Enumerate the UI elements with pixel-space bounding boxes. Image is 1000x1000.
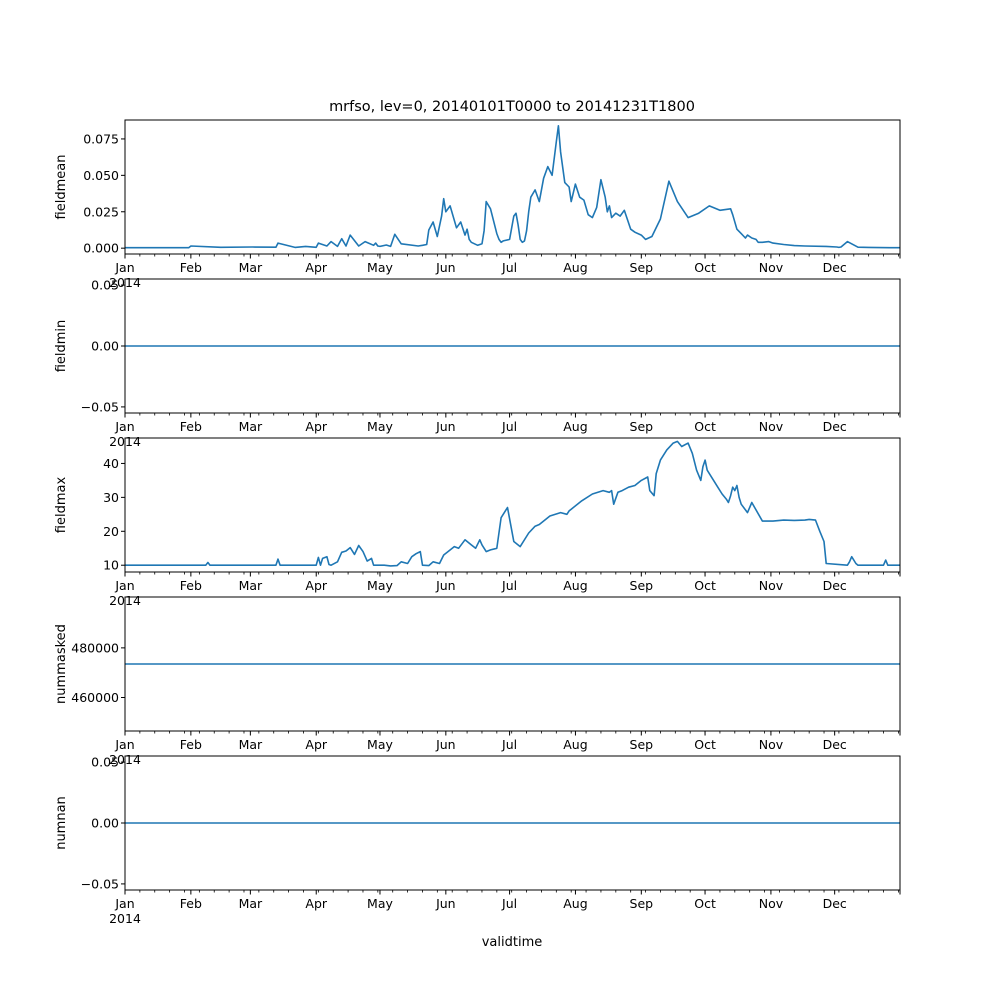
x-tick-label: Sep — [630, 737, 654, 752]
x-tick-label: May — [367, 737, 393, 752]
x-tick-label: Mar — [239, 419, 263, 434]
x-tick-label: Sep — [630, 578, 654, 593]
series-line-fieldmax — [125, 440, 900, 567]
y-tick-label: 0.00 — [91, 816, 119, 831]
x-tick-label: Oct — [694, 260, 716, 275]
y-axis-label: fieldmean — [54, 155, 69, 220]
x-axis-label: validtime — [482, 935, 543, 950]
y-tick-label: 0.075 — [83, 131, 119, 146]
x-tick-label: Sep — [630, 260, 654, 275]
x-tick-label: Aug — [563, 260, 587, 275]
x-tick-label: Nov — [759, 260, 784, 275]
y-axis-label: numnan — [54, 796, 69, 850]
x-tick-label: Apr — [305, 737, 327, 752]
x-tick-label: Jan — [114, 737, 134, 752]
x-tick-label: Jun — [435, 260, 456, 275]
series-line-fieldmean — [125, 125, 901, 249]
x-tick-label: May — [367, 896, 393, 911]
y-tick-label: 0.050 — [83, 168, 119, 183]
x-tick-label: Jan — [114, 578, 134, 593]
y-axis-label: fieldmax — [54, 477, 69, 534]
x-tick-label: Aug — [563, 578, 587, 593]
x-tick-label: Mar — [239, 896, 263, 911]
x-tick-label: Dec — [823, 737, 847, 752]
x-tick-label: Sep — [630, 896, 654, 911]
x-tick-label: Jun — [435, 896, 456, 911]
y-tick-label: 0.025 — [83, 204, 119, 219]
panels: 0.000 0.025 0.050 0.075 fieldmean Jan Feb Mar Ap… — [54, 119, 901, 926]
chart-title: mrfso, lev=0, 20140101T0000 to 20141231T… — [329, 99, 695, 115]
x-tick-label: Mar — [239, 737, 263, 752]
x-tick-label: Sep — [630, 419, 654, 434]
y-tick-label: 0.05 — [91, 755, 119, 770]
x-year-label: 2014 — [109, 911, 141, 926]
x-tick-label: Oct — [694, 737, 716, 752]
x-tick-label: Feb — [180, 419, 202, 434]
y-tick-label: 40 — [103, 456, 119, 471]
x-tick-label: Apr — [305, 419, 327, 434]
y-tick-label: 20 — [103, 524, 119, 539]
x-tick-label: May — [367, 260, 393, 275]
x-tick-label: Jan — [114, 419, 134, 434]
y-axis-label: fieldmin — [54, 320, 69, 373]
x-tick-label: Aug — [563, 737, 587, 752]
x-tick-label: Apr — [305, 578, 327, 593]
x-tick-label: Jul — [501, 896, 517, 911]
x-tick-label: Nov — [759, 419, 784, 434]
y-tick-label: 0.05 — [91, 278, 119, 293]
y-tick-label: 30 — [103, 490, 119, 505]
y-tick-label: −0.05 — [81, 399, 119, 414]
axes-frame — [124, 596, 901, 732]
panel-fieldmin: −0.05 0.00 0.05 fieldmin Jan Feb Mar Apr May Jun J… — [54, 278, 901, 449]
x-tick-label: Feb — [180, 896, 202, 911]
x-tick-label: Mar — [239, 578, 263, 593]
x-tick-label: Jun — [435, 578, 456, 593]
x-tick-label: Nov — [759, 578, 784, 593]
x-tick-label: Feb — [180, 260, 202, 275]
y-tick-label: 0.000 — [83, 241, 119, 256]
y-axis-label: nummasked — [54, 624, 69, 704]
y-tick-label: 10 — [103, 558, 119, 573]
x-tick-label: Feb — [180, 737, 202, 752]
x-tick-label: Jan — [114, 260, 134, 275]
x-tick-label: Dec — [823, 578, 847, 593]
y-tick-label: 480000 — [71, 640, 119, 655]
x-tick-label: Mar — [239, 260, 263, 275]
y-tick-label: 0.00 — [91, 339, 119, 354]
x-tick-label: Apr — [305, 260, 327, 275]
panel-fieldmax: 10 20 30 40 fieldmax Jan Feb Mar Apr May Jun Jul Aug… — [54, 437, 901, 608]
x-tick-label: Dec — [823, 419, 847, 434]
panel-fieldmean: 0.000 0.025 0.050 0.075 fieldmean Jan Feb Mar Ap… — [54, 119, 901, 290]
x-tick-label: Dec — [823, 896, 847, 911]
y-tick-label: 460000 — [71, 690, 119, 705]
axes-frame — [124, 119, 901, 255]
y-tick-label: −0.05 — [81, 876, 119, 891]
axes-frame — [124, 437, 901, 573]
x-tick-label: Jul — [501, 578, 517, 593]
x-tick-label: Jul — [501, 737, 517, 752]
x-tick-label: Jul — [501, 419, 517, 434]
x-tick-label: Aug — [563, 419, 587, 434]
x-tick-label: Jan — [114, 896, 134, 911]
x-tick-label: Feb — [180, 578, 202, 593]
x-tick-label: Nov — [759, 896, 784, 911]
x-tick-label: Nov — [759, 737, 784, 752]
x-tick-label: Jun — [435, 419, 456, 434]
x-tick-label: Oct — [694, 419, 716, 434]
x-tick-label: Aug — [563, 896, 587, 911]
x-tick-label: Jun — [435, 737, 456, 752]
panel-numnan: −0.05 0.00 0.05 numnan Jan Feb Mar Apr May Jun Jul… — [54, 755, 901, 926]
x-tick-label: Oct — [694, 896, 716, 911]
x-tick-label: Apr — [305, 896, 327, 911]
x-tick-label: Dec — [823, 260, 847, 275]
x-tick-label: May — [367, 419, 393, 434]
x-tick-label: Jul — [501, 260, 517, 275]
x-tick-label: Oct — [694, 578, 716, 593]
x-tick-label: May — [367, 578, 393, 593]
